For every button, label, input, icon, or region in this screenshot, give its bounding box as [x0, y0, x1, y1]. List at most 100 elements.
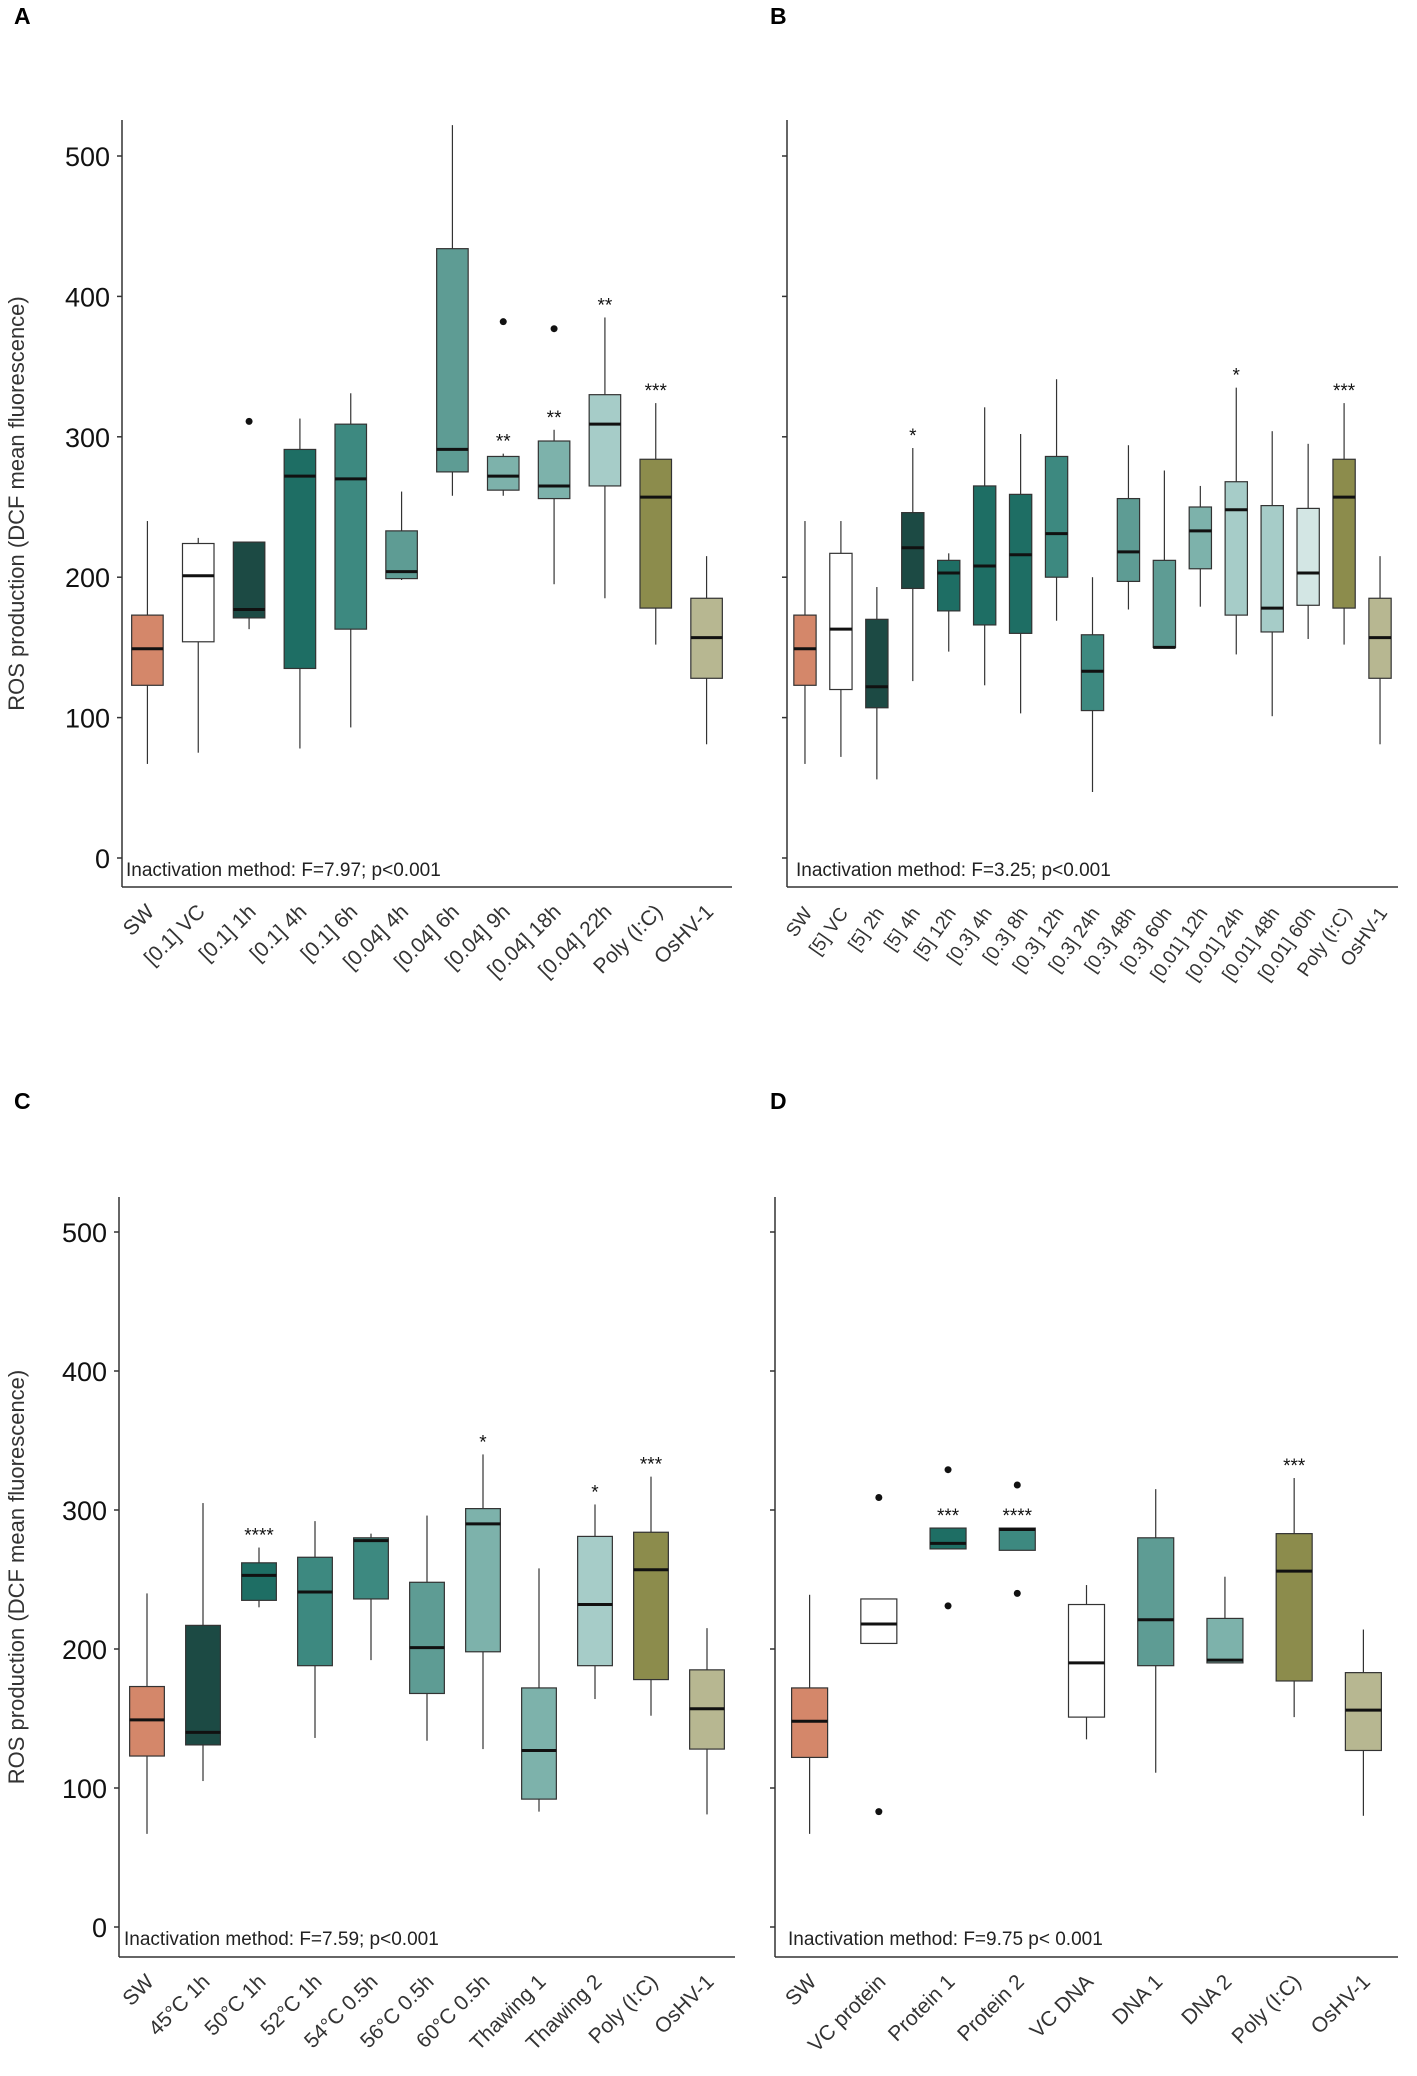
outlier-point: [875, 1493, 883, 1501]
box-body: [1296, 507, 1320, 606]
y-tick-label: 400: [65, 282, 110, 312]
panels-layer: A 0 100 200 300 400 500 ROS production (DCF mea…: [4, 3, 1398, 2057]
box-body: [936, 559, 961, 612]
box-body: [1044, 455, 1069, 578]
y-axis-title: ROS production (DCF mean fluorescence): [4, 296, 29, 711]
box-body: [588, 394, 622, 487]
significance-label: ***: [937, 1506, 960, 1527]
box-body: [537, 440, 571, 500]
significance-label: **: [496, 432, 511, 453]
box-1: [129, 1593, 165, 1834]
outlier-point: [944, 1466, 952, 1474]
box-8: [521, 1568, 557, 1812]
box-3: ***: [929, 1466, 967, 1610]
box-body: [436, 248, 469, 473]
significance-label: **: [547, 408, 562, 429]
box-body: [232, 541, 266, 619]
box-13: *: [1224, 366, 1249, 655]
significance-label: ****: [244, 1526, 274, 1547]
box-11: [1152, 470, 1177, 649]
box-body: [998, 1527, 1036, 1551]
box-5: [1067, 1585, 1106, 1740]
box-body: [1275, 1533, 1313, 1682]
box-body: [1116, 497, 1141, 583]
box-body: [1137, 1537, 1175, 1667]
box-body: [297, 1556, 333, 1667]
box-1: [793, 521, 817, 764]
box-5: [353, 1533, 389, 1661]
significance-label: *: [1233, 366, 1241, 387]
box-6: [385, 491, 418, 581]
box-4: *: [901, 426, 925, 682]
box-body: [1332, 458, 1356, 609]
stats-annotation: Inactivation method: F=7.97; p<0.001: [126, 860, 441, 881]
box-body: [283, 448, 317, 670]
box-9: [1080, 577, 1105, 793]
outlier-point: [499, 318, 507, 326]
box-3: ****: [241, 1526, 277, 1608]
box-body: [241, 1562, 277, 1601]
outlier-point: [944, 1602, 952, 1610]
y-axis-title: ROS production (DCF mean fluorescence): [4, 1370, 29, 1785]
box-9: *: [577, 1482, 613, 1700]
box-7: *: [465, 1432, 501, 1750]
box-8: **: [486, 318, 520, 496]
significance-label: ***: [645, 381, 668, 402]
box-body: [353, 1537, 389, 1600]
box-1: [791, 1594, 829, 1834]
box-12: [690, 556, 723, 745]
stats-annotation: Inactivation method: F=7.59; p<0.001: [124, 1929, 439, 1950]
box-11: ***: [639, 381, 673, 645]
box-10: ***: [633, 1455, 669, 1716]
box-17: [1368, 556, 1392, 745]
box-6: [1137, 1489, 1175, 1773]
y-tick-label: 300: [65, 423, 110, 453]
box-body: [639, 458, 673, 609]
y-tick-label: 400: [62, 1357, 107, 1387]
box-8: [1044, 379, 1069, 621]
box-16: ***: [1332, 381, 1356, 645]
outlier-point: [245, 417, 253, 425]
box-body: [334, 423, 368, 630]
box-body: [829, 552, 853, 691]
box-4: [297, 1521, 333, 1738]
panel-letter: D: [770, 1088, 787, 1114]
box-2: [185, 1503, 221, 1782]
significance-label: *: [479, 1432, 487, 1453]
y-tick-label: 0: [92, 1913, 107, 1943]
outlier-point: [1013, 1589, 1021, 1597]
box-body: [860, 1598, 898, 1645]
box-body: [1188, 506, 1213, 570]
box-9: **: [537, 325, 571, 585]
box-1: [131, 521, 164, 764]
stats-annotation: Inactivation method: F=9.75 p< 0.001: [788, 1929, 1103, 1950]
box-body: [1206, 1617, 1244, 1664]
panel-letter: A: [14, 3, 31, 29]
box-5: [334, 393, 368, 728]
box-body: [1008, 493, 1033, 634]
significance-label: *: [591, 1482, 599, 1503]
y-tick-label: 100: [65, 704, 110, 734]
box-body: [633, 1531, 669, 1681]
box-body: [521, 1687, 557, 1800]
box-4: ****: [998, 1481, 1036, 1597]
box-body: [1224, 481, 1249, 616]
significance-label: *: [909, 426, 917, 447]
box-4: [283, 418, 317, 749]
box-6: [972, 407, 997, 686]
box-body: [185, 1624, 221, 1746]
box-3: [232, 417, 266, 630]
box-body: [409, 1581, 445, 1695]
box-5: [936, 553, 961, 652]
box-7: [436, 125, 469, 496]
box-body: [1067, 1603, 1106, 1718]
panel-c: C 0 100 200 300 400 500 ROS production (DCF mea…: [4, 1088, 735, 2055]
significance-label: ***: [1283, 1456, 1306, 1477]
panel-letter: B: [770, 3, 787, 29]
box-body: [865, 618, 889, 709]
y-tick-label: 0: [95, 844, 110, 874]
box-body: [1152, 559, 1177, 648]
box-10: **: [588, 295, 622, 599]
